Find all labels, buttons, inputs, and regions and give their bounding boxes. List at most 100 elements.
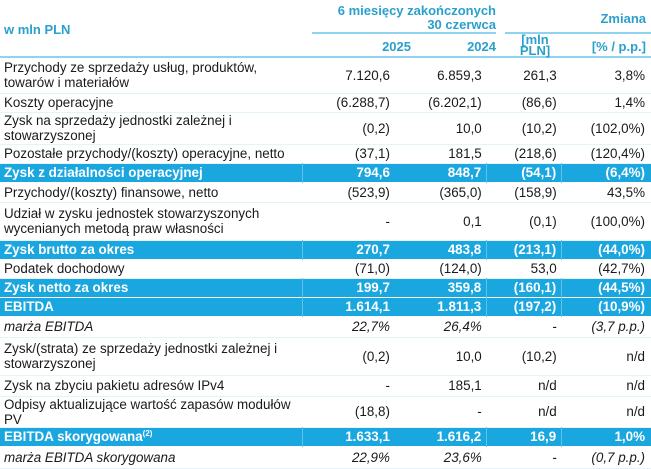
period-label-line2: 30 czerwca <box>427 17 496 32</box>
change-abs: (86,6) <box>487 93 562 112</box>
row-label-text: Zysk/(strata) ze sprzedaży jednostki zal… <box>4 341 278 371</box>
value-2025-text: - <box>385 213 390 229</box>
change-underline <box>505 32 651 34</box>
change-pct: n/d <box>562 375 651 396</box>
value-2025: (6.288,7) <box>302 93 395 112</box>
row-label-text: Zysk na sprzedaży jednostki zależnej i s… <box>4 113 232 143</box>
row-label-text: Zysk na zbyciu pakietu adresów IPv4 <box>4 378 225 393</box>
change-pct-text: (102,0%) <box>590 120 645 136</box>
value-2024: 0,1 <box>395 202 487 240</box>
change-abs: (160,1) <box>486 278 562 297</box>
change-abs: n/d <box>487 396 562 427</box>
value-2025: 1.633,1 <box>301 427 395 446</box>
unit-label: w mln PLN <box>4 22 71 37</box>
change-pct-text: (120,4%) <box>590 146 645 161</box>
change-pct-text: (100,0%) <box>590 213 645 229</box>
change-abs: (0,1) <box>487 202 562 240</box>
change-abs: - <box>487 446 562 468</box>
change-pct-text: n/d <box>626 378 645 393</box>
change-abs-text: - <box>552 449 557 465</box>
change-pct: (100,0%) <box>562 202 651 240</box>
table-row: EBITDA 1.614,1 1.811,3 (197,2) (10,9%) <box>0 297 651 316</box>
change-abs-text: 53,0 <box>530 261 557 276</box>
value-2024-text: 1.616,2 <box>436 429 482 444</box>
change-pct: (120,4%) <box>562 144 651 163</box>
row-label-text: Pozostałe przychody/(koszty) operacyjne,… <box>4 146 285 161</box>
change-abs: (218,6) <box>487 144 562 163</box>
change-pct-text: 3,8% <box>614 67 645 83</box>
change-abs-text: (197,2) <box>513 299 557 314</box>
change-abs-text: n/d <box>538 378 557 393</box>
col-header-2025: 2025 <box>382 39 411 54</box>
row-label: Zysk na sprzedaży jednostki zależnej i s… <box>0 112 302 144</box>
change-abs-text: 16,9 <box>530 429 557 444</box>
col-header-abs-line1: [mln <box>521 32 549 47</box>
change-pct-text: (42,7%) <box>598 261 645 276</box>
change-pct: (102,0%) <box>562 112 651 144</box>
value-2025: 22,7% <box>302 316 395 337</box>
col-header-2024: 2024 <box>467 39 496 54</box>
value-2025: - <box>302 375 395 396</box>
value-2025: 199,7 <box>301 278 395 297</box>
value-2024: 23,6% <box>395 446 487 468</box>
change-abs-text: (86,6) <box>521 95 557 110</box>
row-label-text: EBITDA <box>4 299 54 314</box>
change-pct-text: 43,5% <box>607 184 645 200</box>
value-2024: 10,0 <box>395 112 487 144</box>
period-label-line1: 6 miesięcy zakończonych <box>337 3 496 18</box>
table-row: marża EBITDA skorygowana 22,9% 23,6% - (0,7 … <box>0 446 651 468</box>
change-pct: n/d <box>562 337 651 375</box>
row-label-text: marża EBITDA <box>4 319 94 334</box>
value-2025: (0,2) <box>302 337 395 375</box>
change-pct: 1,4% <box>562 93 651 112</box>
row-label: Zysk/(strata) ze sprzedaży jednostki zal… <box>0 337 302 375</box>
value-2025: 1.614,1 <box>301 297 395 316</box>
value-2024-text: (6.202,1) <box>428 95 482 110</box>
value-2024: 6.859,3 <box>395 58 487 93</box>
row-label: Zysk na zbyciu pakietu adresów IPv4 <box>0 375 302 396</box>
row-label: Odpisy aktualizujące wartość zapasów mod… <box>0 396 302 427</box>
value-2025-text: 199,7 <box>356 280 390 295</box>
row-label-text: Przychody ze sprzedaży usług, produktów,… <box>4 60 258 91</box>
change-pct-text: (3,7 p.p.) <box>591 319 645 334</box>
value-2025-text: (0,2) <box>362 120 390 136</box>
change-pct-text: (6,4%) <box>605 165 645 180</box>
value-2025: (0,2) <box>302 112 395 144</box>
value-2024: - <box>395 396 487 427</box>
row-label: EBITDA <box>0 297 302 316</box>
change-abs: (10,2) <box>487 112 562 144</box>
table-row: marża EBITDA 22,7% 26,4% - (3,7 p.p.) <box>0 316 651 337</box>
change-abs-text: (54,1) <box>521 165 557 180</box>
value-2025: (18,8) <box>302 396 395 427</box>
row-label-text: Przychody/(koszty) finansowe, netto <box>4 184 219 200</box>
table-row: Zysk brutto za okres 270,7 483,8 (213,1) (44… <box>0 240 651 259</box>
value-2025-text: 794,6 <box>356 165 390 180</box>
value-2024-text: - <box>477 404 482 419</box>
row-label: Zysk netto za okres <box>0 278 302 297</box>
change-abs: 261,3 <box>487 58 562 93</box>
row-label: Podatek dochodowy <box>0 259 302 278</box>
change-pct-text: (44,5%) <box>598 280 645 295</box>
row-label-text: Zysk z działalności operacyjnej <box>4 165 203 180</box>
value-2024-text: 1.811,3 <box>437 299 482 314</box>
period-underline <box>312 32 496 34</box>
value-2024: 359,8 <box>395 278 487 297</box>
change-pct-text: (44,0%) <box>598 242 645 257</box>
row-label: marża EBITDA <box>0 316 302 337</box>
change-pct: (44,0%) <box>561 240 651 259</box>
value-2025-text: 7.120,6 <box>345 67 390 83</box>
row-label-text: Koszty operacyjne <box>4 95 114 110</box>
value-2024-text: 10,0 <box>455 348 482 364</box>
value-2025: 22,9% <box>302 446 395 468</box>
value-2024: (124,0) <box>395 259 487 278</box>
value-2024: 181,5 <box>395 144 487 163</box>
value-2024-text: 848,7 <box>447 165 482 180</box>
change-abs: 53,0 <box>487 259 562 278</box>
change-label: Zmiana <box>600 11 646 26</box>
table-row: Pozostałe przychody/(koszty) operacyjne,… <box>0 144 651 163</box>
value-2024-text: 23,6% <box>443 449 482 465</box>
value-2025: (71,0) <box>302 259 395 278</box>
change-abs-text: (213,1) <box>513 242 557 257</box>
change-pct: 43,5% <box>562 182 651 202</box>
value-2025: 794,6 <box>301 163 395 182</box>
